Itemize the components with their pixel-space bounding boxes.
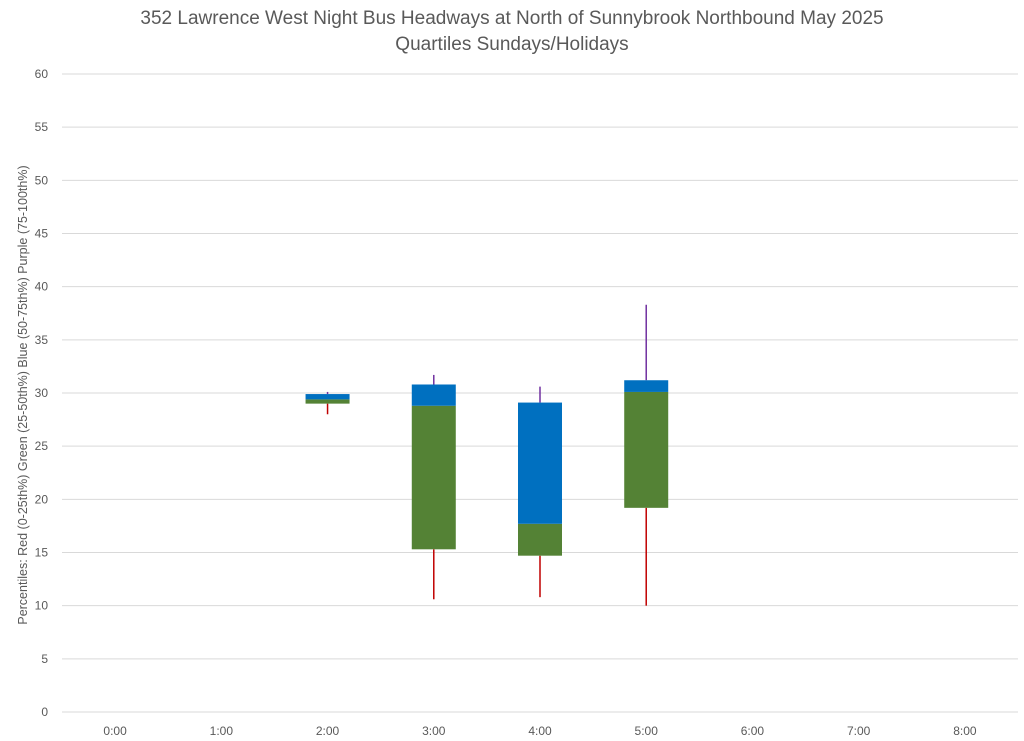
x-tick-label: 5:00 <box>635 724 659 738</box>
y-tick-label: 35 <box>35 333 49 347</box>
y-tick-label: 25 <box>35 439 49 453</box>
box-lower-quartile <box>518 523 562 556</box>
box-upper-quartile <box>518 402 562 524</box>
y-tick-label: 45 <box>35 227 49 241</box>
x-tick-label: 1:00 <box>210 724 234 738</box>
x-tick-labels: 0:00 1:00 2:00 3:00 4:00 5:00 6:00 7:00 8:00 <box>103 724 976 738</box>
x-tick-label: 2:00 <box>316 724 340 738</box>
y-tick-label: 10 <box>35 599 49 613</box>
gridlines <box>62 73 1018 713</box>
x-tick-label: 6:00 <box>741 724 765 738</box>
box-200 <box>305 391 350 415</box>
y-tick-label: 5 <box>41 652 48 666</box>
y-tick-label: 40 <box>35 280 49 294</box>
boxes <box>305 304 669 606</box>
chart-title: 352 Lawrence West Night Bus Headways at … <box>0 6 1024 58</box>
y-tick-labels: 0 5 10 15 20 25 30 35 40 45 50 55 60 <box>35 67 49 719</box>
x-tick-label: 8:00 <box>953 724 977 738</box>
chart-subtitle: Quartiles Sundays/Holidays <box>395 34 629 55</box>
box-upper-quartile <box>624 380 669 392</box>
box-upper-quartile <box>411 384 456 406</box>
box-lower-quartile <box>624 391 669 508</box>
box-lower-quartile <box>411 405 456 550</box>
x-tick-label: 3:00 <box>422 724 446 738</box>
box-lower-quartile <box>305 399 350 404</box>
y-tick-label: 0 <box>41 705 48 719</box>
y-tick-label: 50 <box>35 173 49 187</box>
box-upper-quartile <box>305 394 350 400</box>
y-tick-label: 15 <box>35 546 49 560</box>
y-tick-label: 60 <box>35 67 49 81</box>
x-tick-label: 0:00 <box>103 724 127 738</box>
box-300 <box>411 374 456 600</box>
y-tick-label: 55 <box>35 120 49 134</box>
x-tick-label: 4:00 <box>528 724 552 738</box>
box-400 <box>518 386 562 598</box>
chart-title-main: 352 Lawrence West Night Bus Headways at … <box>140 8 884 29</box>
y-tick-label: 30 <box>35 386 49 400</box>
y-tick-label: 20 <box>35 492 49 506</box>
x-tick-label: 7:00 <box>847 724 871 738</box>
box-500 <box>624 304 669 606</box>
